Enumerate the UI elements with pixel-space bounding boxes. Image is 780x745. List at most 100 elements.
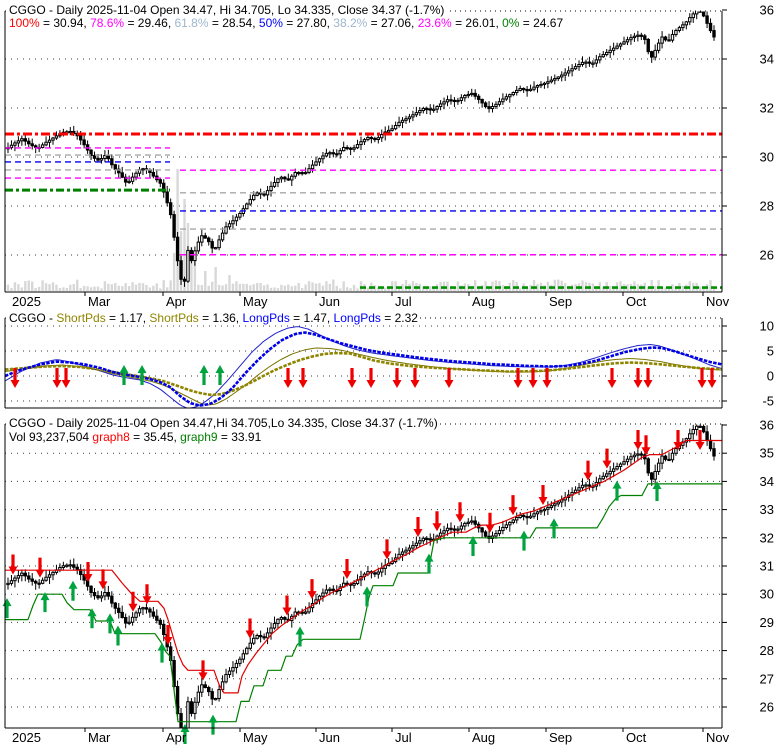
- sell-arrow: [342, 558, 352, 579]
- indicator-legend-segment: = 2.32: [380, 311, 418, 325]
- y-tick-label: 30: [760, 587, 774, 602]
- signal-plot: [5, 424, 722, 728]
- sell-arrow: [198, 660, 208, 681]
- x-tick-label: Oct: [626, 294, 647, 309]
- y-tick-label: 32: [760, 530, 774, 545]
- sell-arrow: [528, 368, 538, 388]
- y-tick-label: 10: [760, 319, 774, 334]
- fib-legend-segment: 38.2%: [333, 16, 368, 30]
- graph-legend-segment: graph9: [180, 430, 218, 444]
- x-tick-label: Oct: [626, 730, 647, 745]
- buy-arrow: [40, 592, 50, 613]
- buy-arrow: [215, 365, 225, 385]
- buy-arrow: [157, 642, 167, 663]
- sell-arrow: [455, 502, 465, 523]
- sell-arrow: [52, 368, 62, 388]
- volume-bars: [6, 169, 716, 291]
- sell-arrow: [513, 368, 523, 388]
- panel3-indicator-legend: Vol 93,237,504 graph8 = 35.45, graph9 = …: [7, 430, 264, 444]
- x-tick-label: Apr: [166, 294, 187, 309]
- y-tick-label: 0: [767, 369, 774, 384]
- x-tick-label: Jul: [395, 294, 412, 309]
- buy-arrow: [105, 613, 115, 634]
- fib-legend-segment: 0%: [502, 16, 520, 30]
- buy-arrow: [87, 608, 97, 629]
- sell-arrow: [602, 448, 612, 469]
- sell-arrow: [508, 495, 518, 516]
- sell-arrow: [282, 595, 292, 616]
- sell-arrow: [98, 569, 108, 590]
- y-tick-label: 34: [760, 52, 774, 67]
- signal-arrows: [10, 365, 717, 388]
- indicator-plot: [5, 325, 722, 408]
- y-tick-label: 33: [760, 502, 774, 517]
- y-tick-label: -5: [762, 394, 774, 409]
- buy-arrow: [199, 365, 209, 385]
- x-tick-label: Nov: [706, 730, 730, 745]
- buy-arrow: [68, 580, 78, 601]
- buy-arrow: [113, 625, 123, 646]
- buy-arrow: [295, 626, 305, 647]
- price-panel: 36 34 32 30 28 26 Mar Apr May Jun Jul Aug Sep Oct Nov 2…: [4, 3, 774, 309]
- sell-arrow: [695, 430, 705, 450]
- fib-legend-segment: = 27.06,: [367, 16, 418, 30]
- sell-arrow: [413, 517, 423, 538]
- sell-arrow: [641, 435, 651, 456]
- sell-arrow: [643, 368, 653, 388]
- buy-arrow: [612, 480, 622, 501]
- x-tick-label: Sep: [549, 294, 572, 309]
- buy-arrow: [519, 530, 529, 551]
- indicator-legend-segment: = 1.36,: [198, 311, 243, 325]
- y-tick-label: 28: [760, 643, 774, 658]
- y-tick-label: 31: [760, 559, 774, 574]
- fib-legend-segment: = 30.94,: [39, 16, 91, 30]
- indicator-legend-segment: LongPds: [333, 311, 381, 325]
- fib-legend-segment: = 27.80,: [282, 16, 334, 30]
- y-tick-label: 29: [760, 615, 774, 630]
- indicator-legend-segment: ShortPds: [56, 311, 106, 325]
- sell-arrow: [10, 368, 20, 388]
- sell-arrow: [444, 368, 454, 388]
- sell-arrow: [392, 368, 402, 388]
- sell-arrow: [485, 512, 495, 533]
- x-tick-label: Sep: [549, 730, 572, 745]
- buy-arrow: [2, 598, 12, 619]
- x-tick-label: Jul: [395, 730, 412, 745]
- sell-arrow: [607, 368, 617, 388]
- x-year-label: 2025: [12, 294, 41, 309]
- fib-legend-segment: = 29.46,: [124, 16, 175, 30]
- x-tick-label: Jun: [319, 730, 340, 745]
- y-tick-label: 30: [760, 150, 774, 165]
- y-tick-label: 28: [760, 199, 774, 214]
- y-tick-label: 36: [760, 418, 774, 433]
- x-tick-label: Mar: [88, 294, 111, 309]
- sell-arrow: [583, 460, 593, 481]
- fib-legend-segment: 100%: [9, 16, 40, 30]
- fib-lines: [5, 132, 722, 289]
- x-tick-label: Jun: [319, 294, 340, 309]
- LongPds-fast-line: [5, 326, 722, 408]
- fib-legend-segment: = 26.01,: [451, 16, 503, 30]
- panel3-title: CGGO - Daily 2025-11-04 Open 34.47,Hi 34…: [7, 417, 440, 430]
- y-tick-label: 34: [760, 474, 774, 489]
- sell-arrow: [347, 368, 357, 388]
- y-tick-label: 26: [760, 248, 774, 263]
- fib-legend-segment: 50%: [258, 16, 283, 30]
- graph-legend-segment: Vol 93,237,504: [9, 430, 93, 444]
- sell-arrow: [542, 368, 552, 388]
- indicator-legend-segment: = 1.47,: [289, 311, 334, 325]
- sell-arrow: [142, 584, 152, 605]
- x-tick-label: May: [243, 730, 268, 745]
- graph9-line: [5, 483, 722, 723]
- buy-arrow: [119, 365, 129, 385]
- fib-legend-segment: 61.8%: [174, 16, 209, 30]
- y-tick-label: 36: [760, 3, 774, 18]
- sell-arrow: [128, 591, 138, 612]
- graph-legend-segment: = 33.91: [217, 430, 262, 444]
- panel1-fib-legend: 100% = 30.94, 78.6% = 29.46, 61.8% = 28.…: [7, 16, 566, 30]
- sell-arrow: [366, 368, 376, 388]
- sell-arrow: [283, 368, 293, 388]
- x-year-label: 2025: [12, 730, 41, 745]
- sell-arrow: [633, 368, 643, 388]
